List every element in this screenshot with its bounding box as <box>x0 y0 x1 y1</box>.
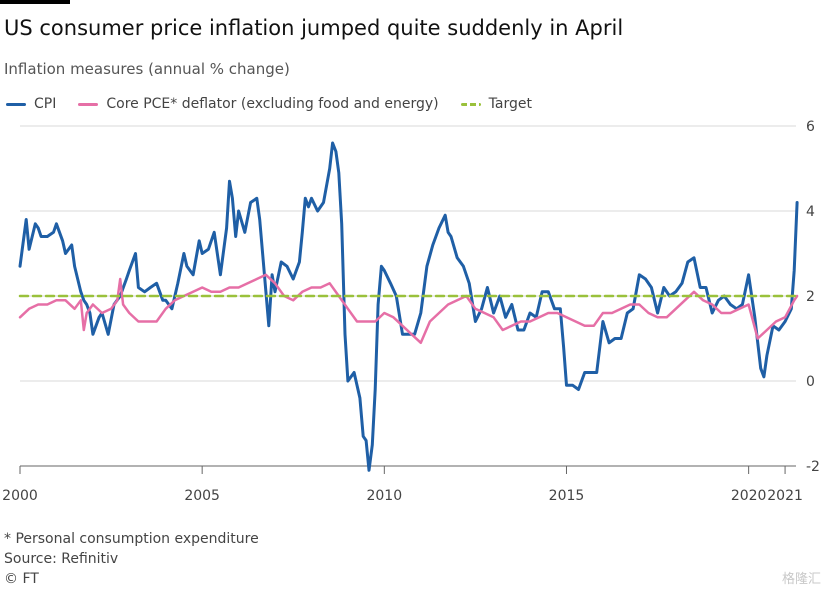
legend-label-core-pce: Core PCE* deflator (excluding food and e… <box>106 96 439 112</box>
chart-subtitle: Inflation measures (annual % change) <box>4 60 290 78</box>
legend-item-core-pce: Core PCE* deflator (excluding food and e… <box>78 96 439 112</box>
legend-swatch-target <box>460 102 481 106</box>
x-tick-label: 2020 <box>731 488 767 504</box>
footnote: * Personal consumption expenditure <box>4 531 259 547</box>
y-tick-label: 0 <box>806 374 815 390</box>
watermark: 格隆汇 <box>781 572 821 587</box>
x-tick-label: 2021 <box>767 488 803 504</box>
x-tick-label: 2010 <box>366 488 402 504</box>
legend-item-target: Target <box>460 96 532 112</box>
legend-swatch-cpi <box>6 102 26 106</box>
legend: CPI Core PCE* deflator (excluding food a… <box>6 96 554 112</box>
chart-title: US consumer price inflation jumped quite… <box>4 16 624 40</box>
x-tick-label: 2005 <box>184 488 220 504</box>
legend-item-cpi: CPI <box>6 96 56 112</box>
legend-label-cpi: CPI <box>34 96 57 112</box>
copyright: © FT <box>4 571 39 587</box>
x-tick-label: 2015 <box>549 488 585 504</box>
x-tick-label: 2000 <box>2 488 38 504</box>
top-accent-bar <box>0 0 70 4</box>
source-note: Source: Refinitiv <box>4 551 119 567</box>
legend-swatch-core-pce <box>78 102 99 106</box>
y-tick-label: 6 <box>806 119 815 135</box>
y-tick-label: -2 <box>806 459 820 475</box>
cpi-line <box>18 141 799 472</box>
y-tick-label: 2 <box>806 289 815 305</box>
y-tick-label: 4 <box>806 204 815 220</box>
core-pce-line <box>18 273 799 345</box>
legend-label-target: Target <box>488 96 532 112</box>
